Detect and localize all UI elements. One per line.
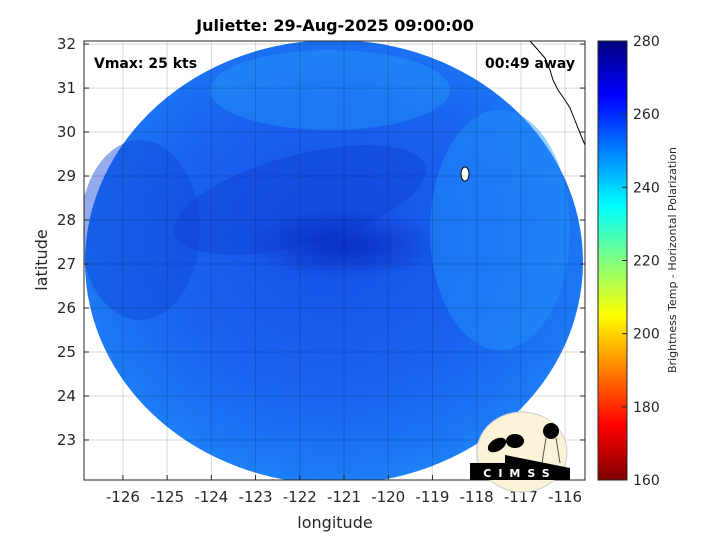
x-tick-label: -121 bbox=[327, 488, 361, 506]
x-tick-label: -119 bbox=[415, 488, 449, 506]
coastline bbox=[529, 41, 585, 146]
y-tick-label: 30 bbox=[57, 123, 76, 141]
x-tick-label: -124 bbox=[194, 488, 228, 506]
y-tick-label: 31 bbox=[57, 79, 76, 97]
x-tick-label: -126 bbox=[106, 488, 140, 506]
colorbar-label: Brightness Temp - Horizontal Polarizatio… bbox=[666, 147, 679, 373]
y-axis: 23 24 25 26 27 28 29 30 31 32 bbox=[57, 35, 585, 449]
plot-frame bbox=[83, 40, 586, 481]
chart-title: Juliette: 29-Aug-2025 09:00:00 bbox=[195, 16, 474, 35]
satellite-image bbox=[84, 41, 585, 480]
colorbar-tick-label: 240 bbox=[633, 180, 660, 196]
x-tick-label: -120 bbox=[371, 488, 405, 506]
x-tick-label: -123 bbox=[239, 488, 273, 506]
colorbar-tick-label: 200 bbox=[633, 327, 660, 343]
y-tick-label: 26 bbox=[57, 299, 76, 317]
y-tick-label: 28 bbox=[57, 211, 76, 229]
y-tick-label: 23 bbox=[57, 431, 76, 449]
x-axis: -126 -125 -124 -123 -122 -121 -120 -119 -118 -117… bbox=[106, 475, 582, 506]
storm-core bbox=[245, 210, 445, 280]
y-tick-label: 32 bbox=[57, 35, 76, 53]
bright-band-north bbox=[210, 50, 450, 130]
dark-band-west bbox=[84, 140, 200, 320]
x-tick-label: -118 bbox=[460, 488, 494, 506]
x-axis-label: longitude bbox=[297, 513, 372, 532]
colorbar-tick-label: 180 bbox=[633, 400, 660, 416]
y-axis-label: latitude bbox=[32, 229, 51, 290]
bright-band-east bbox=[430, 110, 570, 350]
x-tick-label: -125 bbox=[150, 488, 184, 506]
colorbar-tick-label: 260 bbox=[633, 107, 660, 123]
y-tick-label: 29 bbox=[57, 167, 76, 185]
island-outline bbox=[460, 166, 470, 182]
grid-lines bbox=[84, 41, 585, 480]
colorbar-tick-label: 220 bbox=[633, 254, 660, 270]
cimss-logo: CIMSS bbox=[470, 411, 570, 493]
vmax-annotation: Vmax: 25 kts bbox=[94, 56, 197, 72]
dark-band-north bbox=[173, 145, 427, 255]
colorbar-tick-label: 280 bbox=[633, 34, 660, 50]
x-tick-label: -116 bbox=[548, 488, 582, 506]
y-tick-label: 25 bbox=[57, 343, 76, 361]
y-tick-label: 27 bbox=[57, 255, 76, 273]
y-tick-label: 24 bbox=[57, 387, 76, 405]
colorbar-tick-label: 160 bbox=[633, 473, 660, 489]
colorbar-ticks: 160 180 200 220 240 260 280 bbox=[622, 34, 660, 489]
x-tick-label: -117 bbox=[504, 488, 538, 506]
x-tick-label: -122 bbox=[283, 488, 317, 506]
logo-text: CIMSS bbox=[483, 467, 556, 480]
time-away-annotation: 00:49 away bbox=[485, 56, 575, 72]
